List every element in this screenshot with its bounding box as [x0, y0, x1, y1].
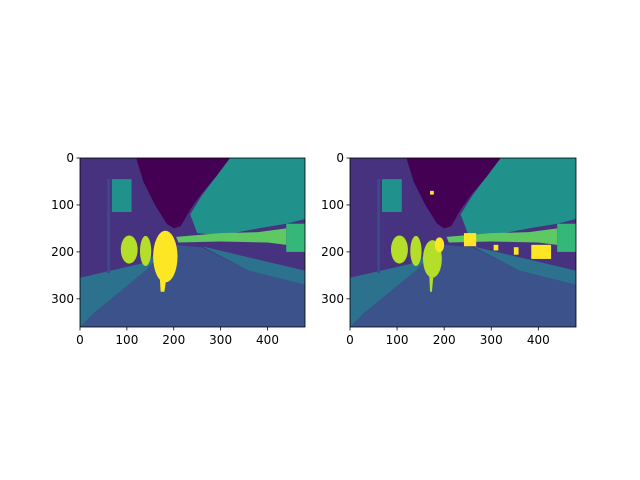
- segment: [410, 235, 422, 266]
- segment: [80, 244, 305, 327]
- x-tick-label: 200: [162, 333, 185, 347]
- x-tick-label: 300: [480, 333, 503, 347]
- segment: [390, 235, 408, 264]
- segment: [382, 179, 402, 212]
- y-tick-label: 100: [51, 198, 74, 212]
- segment: [107, 179, 110, 274]
- segment: [201, 246, 305, 285]
- segment: [80, 244, 172, 327]
- segment: [493, 244, 499, 251]
- segment: [176, 228, 287, 245]
- segment: [286, 223, 305, 252]
- segmentation-image: [350, 158, 576, 327]
- segment: [120, 235, 138, 264]
- segment: [190, 158, 305, 236]
- y-tick-label: 200: [51, 245, 74, 259]
- segment: [111, 179, 132, 212]
- segment: [153, 230, 178, 283]
- y-tick-label: 0: [66, 151, 74, 165]
- segment: [460, 158, 576, 236]
- segment: [136, 158, 230, 229]
- segment: [434, 237, 445, 253]
- y-tick-label: 300: [51, 292, 74, 306]
- segment: [557, 223, 576, 252]
- segment: [350, 244, 576, 327]
- segment: [513, 247, 519, 255]
- x-tick-label: 100: [115, 333, 138, 347]
- y-tick-label: 0: [336, 151, 344, 165]
- x-tick-label: 0: [76, 333, 84, 347]
- segment: [429, 270, 434, 292]
- segment: [350, 244, 442, 327]
- y-tick-label: 100: [321, 198, 344, 212]
- x-tick-label: 300: [209, 333, 232, 347]
- x-tick-label: 400: [256, 333, 279, 347]
- segmentation-image: [80, 158, 305, 327]
- segment: [472, 246, 576, 285]
- x-tick-label: 200: [433, 333, 456, 347]
- segment: [430, 190, 434, 195]
- x-tick-label: 100: [386, 333, 409, 347]
- axes-frame: [349, 157, 577, 328]
- y-tick-label: 200: [321, 245, 344, 259]
- segment: [463, 233, 477, 247]
- y-tick-label: 300: [321, 292, 344, 306]
- axes-frame: [79, 157, 306, 328]
- x-tick-label: 0: [346, 333, 354, 347]
- x-tick-label: 400: [527, 333, 550, 347]
- segment: [406, 158, 501, 229]
- segment: [140, 235, 152, 266]
- segment: [377, 179, 381, 274]
- segment: [159, 275, 167, 292]
- segment: [531, 244, 552, 259]
